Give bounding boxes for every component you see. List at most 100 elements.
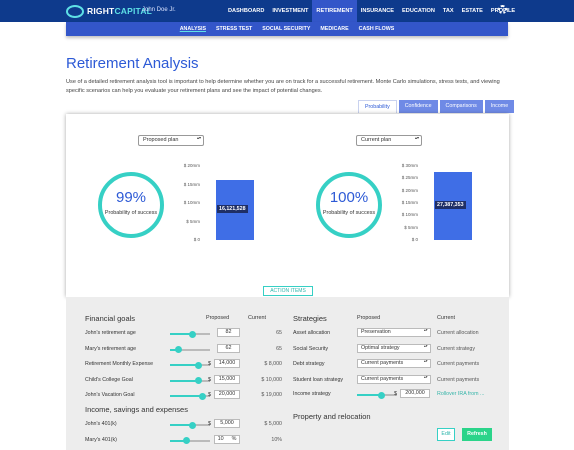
slider-fill (170, 348, 178, 351)
success-percent-left: 99% (115, 189, 147, 206)
subnav-analysis[interactable]: ANALYSIS (179, 26, 207, 32)
currency-symbol: $ (208, 361, 211, 367)
income-label: John's 401(k) (85, 421, 117, 427)
strategy-label: Asset allocation (293, 330, 331, 336)
goal-label: Mary's retirement age (85, 345, 137, 352)
goal-current: $ 19,000 (261, 392, 282, 398)
slider-knob[interactable] (194, 377, 202, 384)
tab-comparisons[interactable]: Comparisons (439, 100, 483, 113)
slider[interactable] (170, 421, 210, 429)
nav-investment[interactable]: INVESTMENT (272, 8, 309, 14)
axis-tick-label: $ 25mm (401, 175, 418, 181)
refresh-button[interactable]: Refresh (462, 428, 492, 441)
slider[interactable] (170, 392, 210, 400)
strategy-select[interactable]: Current payments (357, 374, 431, 384)
tab-income[interactable]: Income (484, 100, 515, 113)
slider-fill (170, 395, 202, 397)
tab-confidence[interactable]: Confidence (398, 100, 438, 113)
success-label-left: Probability of success (104, 210, 158, 216)
gear-icon[interactable] (498, 5, 507, 14)
goal-input[interactable]: 82 (217, 328, 240, 337)
slider-knob[interactable] (188, 330, 196, 338)
tab-probability[interactable]: Probability (358, 100, 397, 113)
slider-knob[interactable] (377, 391, 385, 399)
nav-tax[interactable]: TAX (442, 8, 454, 14)
slider[interactable] (170, 330, 210, 338)
goal-input[interactable]: 14,000 (214, 359, 240, 368)
rightcapital-logo[interactable]: RIGHTCAPITAL (66, 4, 152, 19)
strategy-select[interactable]: Current payments (357, 359, 431, 368)
axis-tick-label: $ 5mm (186, 218, 200, 224)
goal-current: 65 (276, 330, 282, 336)
income-current: $ 5,000 (264, 421, 282, 427)
currency-symbol: $ (208, 421, 211, 427)
nav-dashboard[interactable]: DASHBOARD (228, 8, 265, 14)
nav-estate[interactable]: ESTATE (461, 8, 483, 14)
slider-knob[interactable] (198, 392, 206, 400)
slider-knob[interactable] (182, 437, 190, 444)
strategy-current: Current payments (437, 361, 480, 367)
strategy-current: Current strategy (437, 345, 475, 352)
slider-fill (170, 424, 192, 426)
slider[interactable] (170, 346, 210, 353)
axis-tick-label: $ 20mm (183, 163, 200, 168)
income-input[interactable]: 10% (214, 434, 240, 444)
subnav-cash-flows[interactable]: CASH FLOWS (358, 26, 395, 32)
slider-fill (170, 439, 186, 442)
income-strategy-link[interactable]: Rollover IRA from ... (437, 391, 485, 397)
strategy-select[interactable]: Preservation (357, 328, 431, 337)
income-strategy-input[interactable]: 200,000 (400, 389, 430, 398)
financial-goals-heading: Financial goals (85, 314, 136, 323)
strategy-current: Current allocation (437, 330, 479, 336)
property-heading: Property and relocation (293, 412, 371, 421)
subnav-stress-test[interactable]: STRESS TEST (216, 26, 253, 32)
plan-select-left[interactable]: Proposed plan (138, 135, 204, 146)
bar-current: 27,387,353 (434, 172, 472, 240)
action-items-button[interactable]: ACTION ITEMS (263, 286, 313, 296)
logo-text-a: RIGHT (87, 6, 115, 16)
goal-current: $ 10,000 (261, 376, 282, 383)
plan-select-right[interactable]: Current plan (356, 135, 422, 146)
goal-input[interactable]: 62 (217, 343, 240, 353)
slider-knob[interactable] (174, 346, 182, 353)
slider[interactable] (170, 377, 210, 384)
goal-current: 65 (276, 345, 282, 352)
currency-symbol: $ (394, 391, 397, 397)
subnav-medicare[interactable]: MEDICARE (320, 26, 349, 32)
top-nav-bar: RIGHTCAPITAL John Doe Jr. DASHBOARD INVE… (0, 0, 574, 22)
goals-col-proposed: Proposed (206, 315, 230, 321)
success-gauge-left: 99% Probability of success (98, 172, 164, 238)
goal-input[interactable]: 20,000 (214, 390, 240, 399)
slider-knob[interactable] (194, 361, 202, 369)
bar-proposed: 16,121,528 (216, 180, 254, 240)
bar-label-current: 27,387,353 (435, 201, 466, 210)
slider[interactable] (170, 437, 210, 444)
axis-tick-label: $ 5mm (404, 224, 418, 230)
strategies-col-proposed: Proposed (357, 315, 381, 321)
income-label: Mary's 401(k) (85, 436, 117, 443)
income-current: 10% (271, 436, 282, 443)
axis-tick-label: $ 10mm (401, 212, 418, 218)
user-name[interactable]: John Doe Jr. (142, 7, 176, 13)
goal-input[interactable]: 15,000 (214, 374, 240, 384)
slider-knob[interactable] (188, 421, 196, 429)
logo-text-b: CAPITAL (114, 6, 153, 16)
sub-nav: ANALYSIS STRESS TEST SOCIAL SECURITY MED… (66, 22, 508, 36)
nav-retirement[interactable]: RETIREMENT (312, 0, 357, 22)
axis-tick-label: $ 15mm (401, 200, 418, 205)
strategy-label: Social Security (293, 345, 329, 352)
nav-insurance[interactable]: INSURANCE (360, 8, 395, 14)
income-strategy-slider[interactable] (357, 391, 397, 399)
subnav-social-security[interactable]: SOCIAL SECURITY (262, 26, 311, 32)
goal-label: John's retirement age (85, 330, 136, 336)
edit-button[interactable]: Edit (437, 428, 455, 441)
nav-education[interactable]: EDUCATION (402, 8, 435, 14)
slider[interactable] (170, 361, 210, 369)
goal-label: John's Vacation Goal (85, 392, 135, 398)
strategy-select[interactable]: Optimal strategy (357, 343, 431, 353)
income-input[interactable]: 5,000 (214, 419, 240, 428)
income-input-value: 5,000 (220, 420, 234, 426)
page-description: Use of a detailed retirement analysis to… (66, 79, 500, 94)
slider-fill (170, 333, 192, 335)
goal-label: Retirement Monthly Expense (85, 361, 154, 367)
